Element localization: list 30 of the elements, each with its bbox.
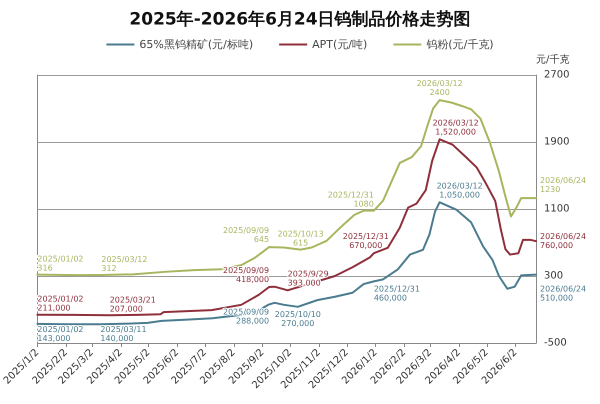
data-label: 2025/12/31 460,000 xyxy=(374,284,420,302)
data-label: 2025/01/02 316 xyxy=(37,254,84,273)
legend-label: 65%黑钨精矿(元/标吨) xyxy=(139,38,254,51)
chart-title: 2025年-2026年6月24日钨制品价格走势图 xyxy=(129,10,471,30)
data-label: 2026/06/24 510,000 xyxy=(540,284,586,303)
y-axis-title: 元/千克 xyxy=(536,54,570,66)
data-label: 2025/12/31 670,000 xyxy=(342,232,389,250)
data-label: 2025/12/31 1080 xyxy=(328,190,374,209)
y-tick-label: 1900 xyxy=(544,136,570,148)
data-label: 2025/03/12 312 xyxy=(101,254,148,273)
data-label: 2025/09/09 418,000 xyxy=(222,266,270,284)
data-label: 2025/03/21 207,000 xyxy=(110,295,156,314)
y-tick-label: 1100 xyxy=(544,204,570,214)
y-tick-label: -500 xyxy=(544,338,567,348)
data-label: 2026/06/24 1230 xyxy=(540,176,586,194)
data-label: 2025/10/10 270,000 xyxy=(274,310,321,328)
line-series xyxy=(36,99,537,276)
data-label: 2025/10/13 615 xyxy=(278,230,324,248)
legend-label: APT(元/吨) xyxy=(312,38,368,51)
data-label: 2026/03/12 1,520,000 xyxy=(432,118,479,136)
data-label: 2026/06/24 760,000 xyxy=(540,232,586,250)
data-label: 2026/03/12 1,050,000 xyxy=(436,181,483,200)
data-label: 2025/01/02 211,000 xyxy=(37,294,84,313)
data-label: 2025/01/02 143,000 xyxy=(37,324,84,343)
legend-label: 钨粉(元/千克) xyxy=(425,38,494,51)
data-label: 2025/03/11 140,000 xyxy=(100,325,147,344)
data-label: 2026/03/12 2400 xyxy=(416,79,463,98)
y-tick-label: 300 xyxy=(544,270,564,282)
y-tick-label: 2700 xyxy=(544,70,570,80)
data-label: 2025/09/09 645 xyxy=(222,226,270,244)
